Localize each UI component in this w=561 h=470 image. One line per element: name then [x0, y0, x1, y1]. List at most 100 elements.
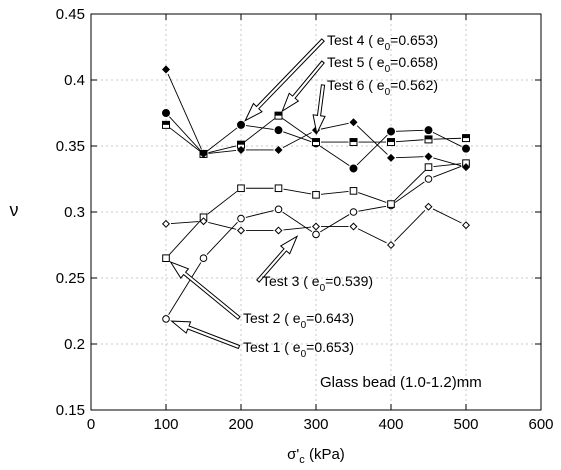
point-diamond-filled [349, 118, 358, 127]
series-segment [394, 209, 426, 242]
series-group [161, 65, 471, 323]
series-segment [395, 156, 424, 159]
callout-arrow [281, 60, 325, 113]
series-segment [319, 145, 350, 167]
series-segment [208, 145, 237, 154]
series-test-6 [161, 65, 471, 172]
y-tick-label: 0.25 [56, 270, 85, 287]
point-diamond-open [161, 219, 171, 228]
point-square-halffill [462, 134, 470, 139]
series-segment [432, 131, 462, 147]
point-square-open [162, 254, 170, 262]
point-diamond-open [199, 217, 208, 226]
point-diamond-open [424, 202, 433, 211]
point-diamond-filled [461, 163, 471, 172]
x-tick-labels: 0 100 200 300 400 500 600 [87, 416, 554, 433]
series-segment [356, 125, 388, 155]
point-diamond-open [349, 222, 358, 231]
series-label: Test 4 ( e0=0.653) [327, 32, 438, 53]
point-circle-open [349, 208, 358, 216]
series-segment [358, 205, 387, 212]
series-segment [208, 150, 237, 154]
series-segment [356, 134, 388, 166]
series-segment [170, 221, 199, 224]
series-segment [320, 122, 349, 130]
x-tick-label: 500 [453, 416, 478, 433]
point-square-open [349, 187, 358, 195]
y-tick-label: 0.2 [64, 336, 85, 353]
point-circle-filled [162, 109, 170, 117]
callout-arrow [244, 38, 325, 122]
y-tick-label: 0.3 [64, 204, 85, 221]
series-labels: Test 1 ( e0=0.653) Test 2 ( e0=0.643) Test… [243, 32, 438, 360]
y-tick-label: 0.15 [56, 402, 85, 419]
series-segment [357, 228, 387, 244]
point-diamond-filled [236, 145, 246, 154]
material-annotation: Glass bead (1.0-1.2)mm [320, 374, 482, 391]
point-circle-open [424, 175, 433, 183]
series-label: Test 3 ( e0=0.539) [262, 273, 373, 294]
series-segment [283, 188, 312, 195]
series-segment [207, 127, 238, 152]
point-diamond-open [236, 226, 246, 235]
callout-arrow [169, 260, 241, 320]
x-tick-label: 0 [87, 416, 95, 433]
series-segment [320, 190, 349, 195]
point-circle-open [199, 254, 208, 263]
series-label: Test 1 ( e0=0.653) [243, 339, 354, 360]
point-square-halffill [387, 138, 395, 143]
point-square-halffill [350, 138, 357, 143]
point-diamond-filled [161, 65, 171, 74]
series-segment [168, 262, 202, 315]
point-circle-filled [237, 120, 245, 129]
x-tick-label: 400 [378, 416, 403, 433]
series-segment [395, 139, 424, 143]
point-diamond-open [461, 221, 471, 230]
series-segment [282, 132, 312, 149]
series-segment [320, 214, 350, 233]
point-square-open [274, 184, 283, 193]
point-diamond-open [274, 226, 283, 235]
series-segment [394, 181, 425, 203]
series-segment [282, 118, 313, 140]
series-segment [283, 131, 312, 143]
y-axis-label: ν [10, 200, 19, 220]
x-tick-label: 100 [153, 416, 178, 433]
point-diamond-open [311, 222, 321, 231]
point-circle-filled [462, 144, 470, 153]
point-diamond-filled [386, 153, 396, 162]
point-circle-open [162, 315, 170, 323]
series-label: Test 5 ( e0=0.658) [327, 54, 438, 75]
y-tick-label: 0.45 [56, 6, 85, 23]
series-segment [245, 125, 274, 130]
callout-arrows [169, 38, 326, 350]
point-circle-filled [349, 164, 358, 173]
callout-arrow [170, 320, 241, 350]
series-label: Test 6 ( e0=0.562) [327, 77, 438, 98]
point-square-halffill [425, 135, 432, 140]
point-diamond-filled [274, 145, 283, 154]
series-segment [432, 208, 462, 224]
point-circle-filled [387, 127, 395, 136]
point-circle-open [237, 214, 245, 223]
x-tick-label: 300 [303, 416, 328, 433]
series-segment [358, 192, 387, 203]
point-square-halffill [312, 138, 320, 143]
point-circle-filled [424, 126, 433, 135]
series-segment [244, 118, 275, 142]
series-segment [433, 137, 462, 140]
series-segment [283, 226, 312, 231]
point-square-open [237, 184, 245, 193]
series-segment [169, 127, 200, 152]
point-diamond-open [386, 240, 396, 250]
callout-arrow [256, 235, 299, 283]
x-axis-label: σ'c (kPa) [287, 446, 345, 466]
x-tick-label: 600 [528, 416, 553, 433]
series-segment [169, 220, 201, 255]
point-square-halffill [275, 112, 282, 116]
series-segment [433, 165, 462, 178]
series-segment [206, 221, 238, 255]
series-segment [208, 221, 237, 230]
point-diamond-filled [424, 152, 433, 161]
point-circle-open [274, 205, 283, 214]
